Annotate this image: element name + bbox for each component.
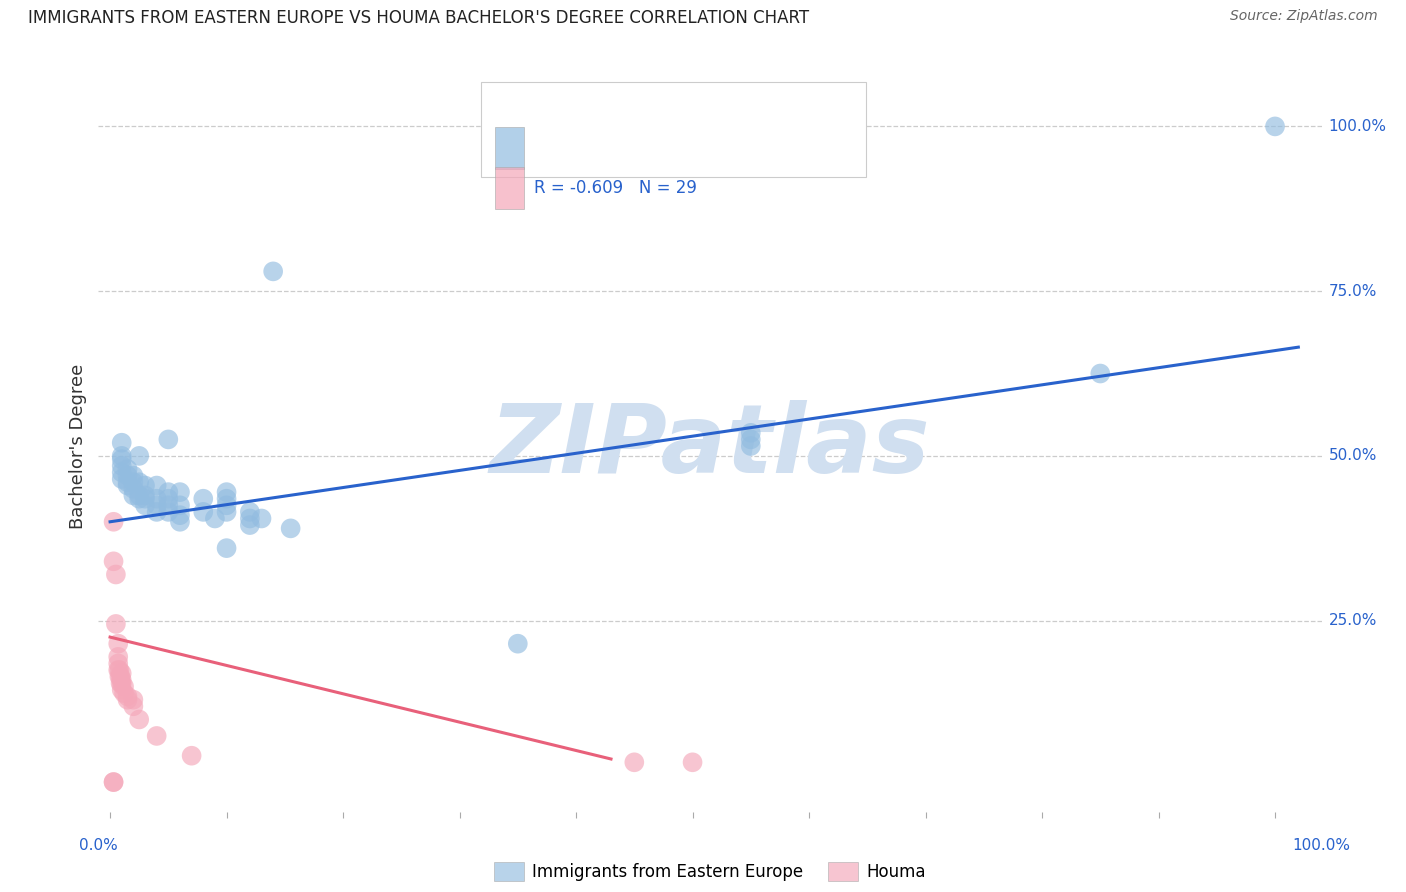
Point — [262, 264, 284, 278]
Point — [1264, 120, 1286, 134]
Point — [740, 433, 762, 447]
Point — [110, 670, 132, 684]
Point — [250, 511, 273, 525]
Point — [169, 485, 191, 500]
Point — [193, 505, 215, 519]
Point — [111, 458, 134, 473]
Point — [215, 491, 238, 506]
Point — [103, 775, 125, 789]
Point — [215, 541, 238, 556]
Point — [506, 637, 529, 651]
Point — [122, 468, 145, 483]
Point — [623, 756, 645, 770]
Point — [122, 482, 145, 496]
Point — [145, 729, 167, 743]
Text: IMMIGRANTS FROM EASTERN EUROPE VS HOUMA BACHELOR'S DEGREE CORRELATION CHART: IMMIGRANTS FROM EASTERN EUROPE VS HOUMA … — [28, 9, 810, 27]
Point — [682, 756, 704, 770]
Point — [104, 616, 127, 631]
Point — [117, 462, 139, 476]
Point — [122, 692, 145, 706]
Point — [215, 485, 238, 500]
Text: 100.0%: 100.0% — [1329, 119, 1386, 134]
Point — [111, 449, 134, 463]
Point — [128, 491, 150, 506]
Point — [740, 425, 762, 440]
Point — [112, 680, 135, 694]
Point — [122, 699, 145, 714]
Point — [117, 475, 139, 490]
Point — [280, 521, 302, 535]
Point — [169, 515, 191, 529]
Point — [145, 498, 167, 512]
Point — [103, 775, 125, 789]
Point — [111, 673, 134, 687]
Point — [122, 488, 145, 502]
Point — [107, 663, 129, 677]
Point — [1090, 367, 1112, 381]
Point — [169, 498, 191, 512]
Point — [134, 478, 156, 492]
Point — [103, 554, 125, 568]
Point — [111, 472, 134, 486]
Y-axis label: Bachelor's Degree: Bachelor's Degree — [69, 363, 87, 529]
Text: ZIPatlas: ZIPatlas — [489, 400, 931, 492]
Point — [107, 657, 129, 671]
Point — [239, 518, 262, 533]
Text: R =   0.361   N = 54: R = 0.361 N = 54 — [534, 139, 702, 157]
Point — [157, 491, 180, 506]
Point — [169, 508, 191, 523]
Point — [215, 498, 238, 512]
Point — [157, 505, 180, 519]
Text: 25.0%: 25.0% — [1329, 613, 1376, 628]
Point — [104, 567, 127, 582]
Point — [117, 478, 139, 492]
Point — [111, 682, 134, 697]
Point — [145, 478, 167, 492]
Point — [122, 475, 145, 490]
Point — [111, 676, 134, 690]
Point — [239, 505, 262, 519]
Point — [108, 670, 131, 684]
Legend: Immigrants from Eastern Europe, Houma: Immigrants from Eastern Europe, Houma — [488, 855, 932, 888]
Point — [204, 511, 226, 525]
Point — [111, 435, 134, 450]
Point — [180, 748, 202, 763]
Text: 0.0%: 0.0% — [79, 838, 118, 854]
Point — [134, 488, 156, 502]
Text: Source: ZipAtlas.com: Source: ZipAtlas.com — [1230, 9, 1378, 23]
Point — [134, 491, 156, 506]
Point — [110, 676, 132, 690]
Text: 100.0%: 100.0% — [1292, 838, 1351, 854]
Text: 75.0%: 75.0% — [1329, 284, 1376, 299]
Point — [193, 491, 215, 506]
Point — [107, 637, 129, 651]
Point — [128, 488, 150, 502]
Point — [128, 713, 150, 727]
Point — [128, 475, 150, 490]
Point — [112, 686, 135, 700]
Point — [117, 690, 139, 704]
Point — [117, 468, 139, 483]
Point — [145, 491, 167, 506]
Point — [111, 466, 134, 480]
Point — [108, 663, 131, 677]
Point — [107, 649, 129, 664]
Point — [239, 511, 262, 525]
Point — [145, 505, 167, 519]
Point — [157, 485, 180, 500]
Point — [157, 498, 180, 512]
Point — [111, 666, 134, 681]
Point — [157, 433, 180, 447]
Point — [111, 452, 134, 467]
Point — [740, 439, 762, 453]
Text: R = -0.609   N = 29: R = -0.609 N = 29 — [534, 179, 697, 197]
Text: 50.0%: 50.0% — [1329, 449, 1376, 463]
Point — [134, 498, 156, 512]
Point — [215, 505, 238, 519]
Point — [128, 449, 150, 463]
Point — [117, 692, 139, 706]
Point — [103, 515, 125, 529]
